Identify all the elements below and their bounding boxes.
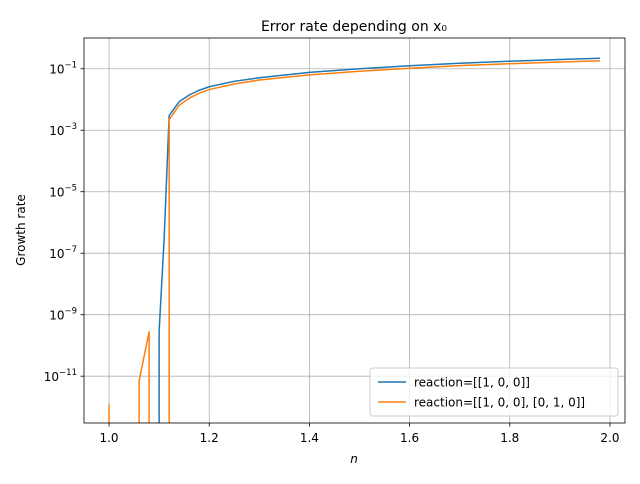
y-tick-exponent: −9	[64, 307, 77, 317]
axes-spines	[83, 37, 626, 424]
y-axis-title: Growth rate	[14, 194, 28, 266]
x-tick-label: 1.0	[99, 431, 118, 445]
series-line-1	[168, 60, 600, 423]
y-tick-label: 10−5	[49, 184, 77, 200]
x-tick-label: 1.6	[400, 431, 419, 445]
y-tick-exponent: −3	[64, 122, 77, 132]
legend-frame	[369, 367, 619, 417]
y-tick-label: 10−3	[49, 122, 77, 138]
legend: reaction=[[1, 0, 0]] reaction=[[1, 0, 0],…	[369, 367, 619, 417]
y-tick-label: 10−1	[49, 61, 77, 77]
grid	[84, 38, 625, 423]
y-tick-label: 10−7	[49, 245, 77, 261]
x-axis-title: n	[350, 452, 358, 466]
y-tick-base: 10	[49, 247, 64, 261]
plot-area	[108, 57, 600, 423]
y-tick-exponent: −5	[64, 184, 77, 194]
y-tick-exponent: −11	[59, 368, 77, 378]
y-tick-base: 10	[49, 309, 64, 323]
series-line-0	[158, 57, 600, 423]
y-tick-base: 10	[49, 124, 64, 138]
y-tick-label: 10−9	[49, 307, 77, 323]
y-tick-base: 10	[49, 186, 64, 200]
y-tick-exponent: −1	[64, 61, 77, 71]
x-tick-label: 1.4	[300, 431, 319, 445]
chart-title-text: Error rate depending on x₀	[261, 19, 447, 35]
y-tick-base: 10	[49, 63, 64, 77]
y-tick-exponent: −7	[64, 245, 77, 255]
x-axis-ticks: 1.0 1.2 1.4 1.6 1.8 2.0	[99, 423, 620, 445]
x-tick-label: 1.8	[500, 431, 519, 445]
legend-label: reaction=[[1, 0, 0], [0, 1, 0]]	[414, 396, 585, 410]
legend-label: reaction=[[1, 0, 0]]	[414, 376, 530, 390]
x-tick-label: 2.0	[600, 431, 619, 445]
axes-frame	[83, 37, 626, 424]
series-line-1	[138, 330, 150, 423]
x-tick-label: 1.2	[200, 431, 219, 445]
chart-title: Error rate depending on x₀	[261, 19, 447, 35]
y-tick-base: 10	[44, 370, 59, 384]
y-tick-label: 10−11	[44, 368, 77, 384]
